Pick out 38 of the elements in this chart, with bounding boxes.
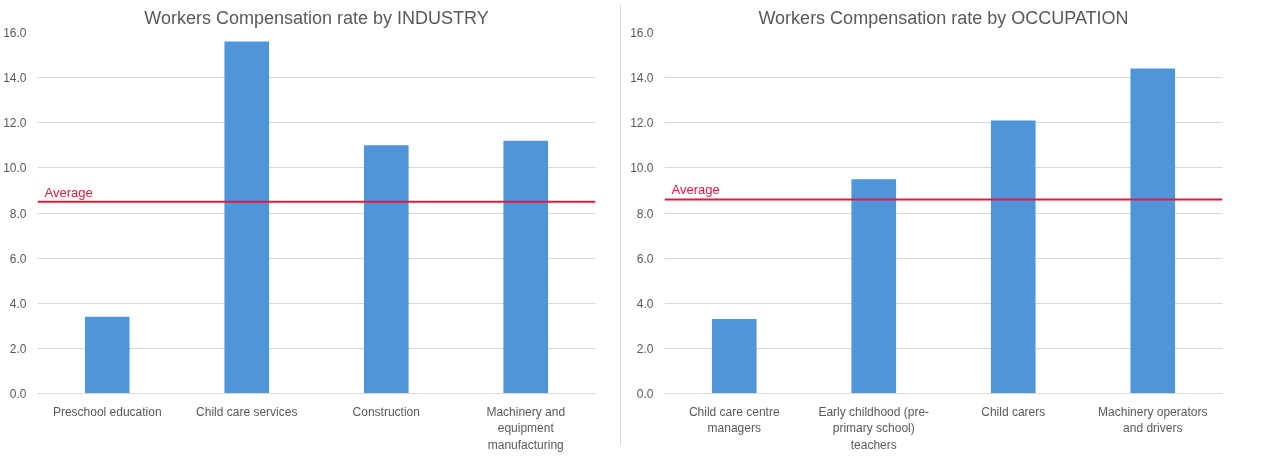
bar [224,41,270,394]
x-tick-label: Child carers [981,404,1046,419]
y-tick-label: 0.0 [9,387,27,401]
y-tick-label: 2.0 [636,341,654,356]
x-tick-label: Machinery and equipment manufacturing [486,404,566,453]
y-tick-label: 8.0 [9,206,27,221]
y-tick-label: 10.0 [3,161,27,176]
bar [1130,68,1176,394]
y-tick-label: 4.0 [636,296,654,311]
bar [990,120,1036,394]
x-tick-label: Child care services [196,404,298,419]
y-tick-label: 12.0 [3,116,27,131]
chart-title: Workers Compensation rate by OCCUPATION [758,7,1129,28]
bar [503,140,549,394]
y-tick-label: 16.0 [630,26,654,40]
y-tick-label: 8.0 [636,206,654,221]
bar [711,319,757,394]
chart-title: Workers Compensation rate by INDUSTRY [144,7,489,28]
y-tick-label: 12.0 [630,116,654,131]
x-tick-label: Preschool education [52,404,162,419]
y-tick-label: 2.0 [9,341,27,356]
y-tick-label: 6.0 [636,251,654,266]
x-tick-label: Machinery operators and drivers [1098,404,1208,436]
y-tick-label: 0.0 [636,387,654,401]
y-tick-label: 10.0 [630,161,654,176]
y-tick-label: 6.0 [9,251,27,266]
x-tick-label: Child care centre managers [688,404,780,436]
y-tick-label: 4.0 [9,296,27,311]
ref-line-label: Average [44,184,93,200]
bar [851,179,897,394]
y-tick-label: 14.0 [630,71,654,86]
bar [363,145,409,394]
y-tick-label: 14.0 [3,71,27,86]
x-tick-label: Early childhood (pre-primary school) teachers [818,404,930,453]
x-tick-label: Construction [352,404,420,419]
y-tick-label: 16.0 [3,26,27,40]
ref-line-label: Average [671,182,720,198]
bar [84,316,130,394]
